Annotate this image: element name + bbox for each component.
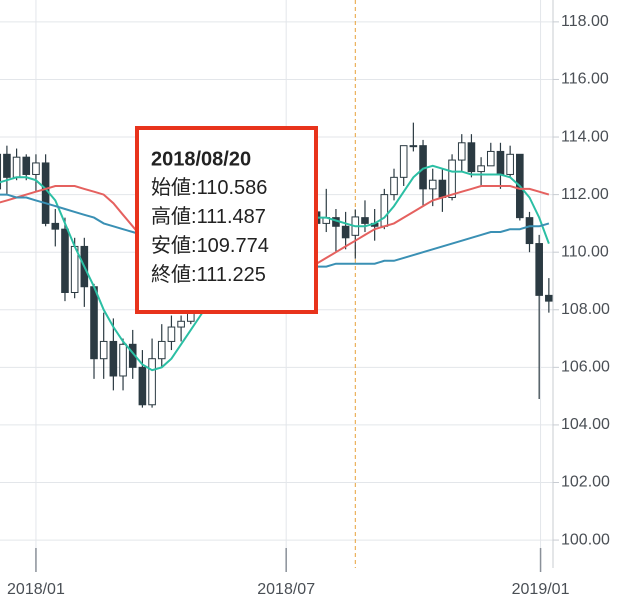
candle-body (109, 340, 118, 377)
tooltip-row: 終値:111.225 (151, 263, 266, 286)
candle-body (361, 217, 369, 224)
tooltip-label: 始値: (151, 176, 197, 199)
y-tick-label: 116.00 (561, 71, 609, 88)
x-tick-label: 2018/07 (257, 581, 315, 598)
tooltip-row: 高値:111.487 (151, 205, 266, 228)
candle-body (380, 194, 389, 227)
tooltip-value: 111.225 (197, 264, 266, 286)
candle-body (22, 156, 31, 175)
candle-body (545, 294, 553, 302)
x-tick-label: 2018/01 (7, 581, 65, 598)
candle-body (61, 228, 69, 293)
tooltip-row: 始値:110.586 (151, 176, 267, 199)
axes: 100.00 102.00 104.00 106.00 108.00 110.00 112.… (7, 0, 610, 598)
tooltip-value: 109.774 (197, 235, 269, 257)
candle-body (51, 222, 60, 230)
y-tick-label: 112.00 (561, 186, 609, 203)
candle-body (506, 153, 514, 175)
y-tick-label: 104.00 (561, 416, 610, 433)
tooltip-box (135, 126, 318, 314)
tooltip-value: 111.487 (197, 206, 266, 228)
candle-body (399, 145, 408, 178)
candle-body (32, 162, 40, 175)
y-tick-label: 110.00 (561, 243, 609, 260)
candle-body (525, 217, 534, 245)
candle-body (467, 142, 476, 173)
tooltip-label: 高値: (151, 205, 197, 228)
candle-body (438, 179, 447, 198)
tooltip-label: 終値: (151, 263, 197, 286)
candle-body (457, 142, 466, 161)
candle-body (341, 225, 350, 239)
tooltip: 2018/08/20始値:110.586高値:111.487安値:109.774… (135, 126, 318, 314)
x-tick-label: 2019/01 (512, 581, 570, 598)
candle-body (157, 340, 166, 360)
candle-body (3, 153, 11, 178)
candle-body (119, 343, 127, 377)
candle-body (167, 326, 176, 342)
candle-body (496, 150, 505, 175)
candle-body (12, 156, 21, 178)
y-tick-label: 118.00 (561, 13, 609, 30)
plot-area (0, 0, 553, 568)
candle-body (428, 179, 437, 190)
candle-body (90, 286, 98, 360)
y-tick-label: 106.00 (561, 359, 610, 376)
candle-body (477, 165, 485, 173)
candle-body (535, 243, 543, 296)
candle-body (448, 159, 456, 198)
y-tick-label: 102.00 (561, 474, 610, 491)
tooltip-date: 2018/08/20 (151, 148, 251, 170)
y-tick-label: 100.00 (561, 531, 610, 548)
candle-body (0, 153, 2, 190)
tooltip-row: 安値:109.774 (151, 234, 269, 257)
candle-body (148, 358, 156, 406)
tooltip-value: 110.586 (197, 177, 268, 199)
candle-body (99, 340, 108, 360)
tooltip-label: 安値: (151, 234, 197, 257)
candle-body (177, 320, 185, 328)
candle-body (138, 366, 147, 406)
candle-body (390, 176, 398, 196)
y-tick-label: 114.00 (561, 128, 609, 145)
y-tick-label: 108.00 (561, 301, 610, 318)
candle-body (486, 150, 495, 167)
candle-body (409, 145, 418, 148)
